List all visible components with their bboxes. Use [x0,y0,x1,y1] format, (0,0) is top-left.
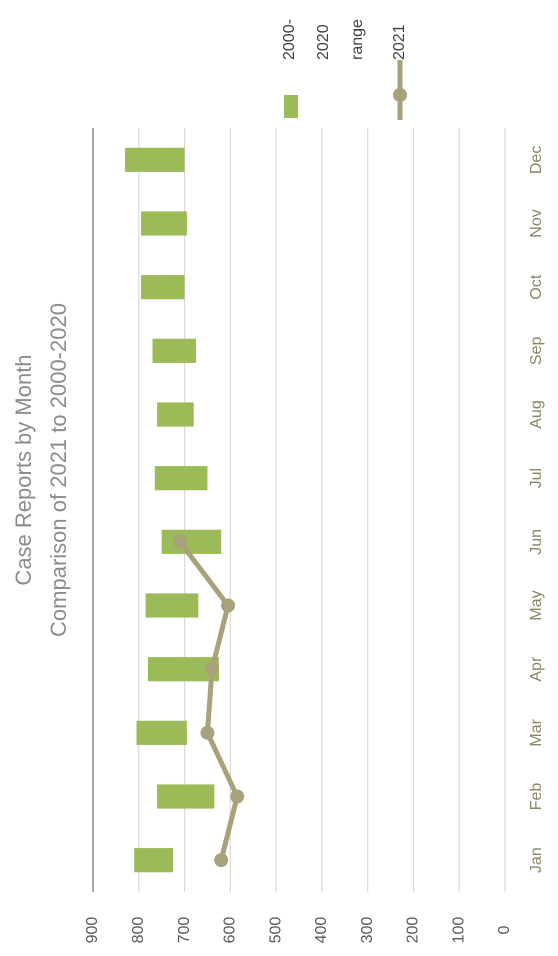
range-bar [161,529,222,554]
line [177,540,240,861]
marker [200,725,215,740]
legend-label-line: 2020 [315,20,332,60]
y-tick-label: 400 [313,917,330,944]
range-bar [157,402,194,427]
y-tick-label: 0 [496,925,513,934]
y-tick-label: 300 [359,917,376,944]
legend-label: 2000- 2020 range [281,19,366,60]
legend-swatch [284,95,298,118]
range-bar [136,720,187,745]
x-tick-label: Sep [528,336,545,365]
x-tick-label: Apr [528,656,545,682]
legend-label-line: 2021 [391,24,408,60]
range-bar [154,466,208,491]
y-tick-label: 200 [405,917,422,944]
marker [230,789,245,804]
y-tick-label: 700 [176,917,193,944]
range-bar [147,657,219,682]
marker [205,662,220,677]
legend-label: 2021 [391,24,408,60]
x-tick-label: Nov [528,209,545,237]
marker [172,534,187,549]
x-tick-label: Feb [528,783,545,811]
legend-label-line: 2000- [281,19,298,60]
chart-title: Case Reports by Month [11,354,36,585]
y-tick-label: 900 [84,917,101,944]
range-bar [134,848,174,873]
x-tick-label: Oct [528,274,545,299]
legend-label-line: range [349,19,366,60]
range-bar [125,147,185,172]
range-bar [157,784,215,809]
y-tick-label: 600 [222,917,239,944]
range-bar [145,593,199,618]
marker [214,853,229,868]
range-bar [152,338,196,363]
x-tick-label: Dec [528,146,545,174]
legend-marker [393,88,407,102]
y-tick-label: 100 [450,917,467,944]
range-bar [141,211,187,236]
x-tick-label: Jul [528,468,545,488]
marker [221,598,236,613]
y-tick-label: 500 [267,917,284,944]
x-tick-label: May [528,590,545,620]
x-tick-label: Jan [528,847,545,873]
x-tick-label: Mar [528,718,545,746]
y-tick-label: 800 [130,917,147,944]
chart-subtitle: Comparison of 2021 to 2000-2020 [46,303,71,637]
x-tick-label: Aug [528,400,545,428]
x-tick-label: Jun [528,529,545,555]
plot-group: Case Reports by Month Comparison of 2021… [11,19,545,943]
range-bar [141,275,185,300]
